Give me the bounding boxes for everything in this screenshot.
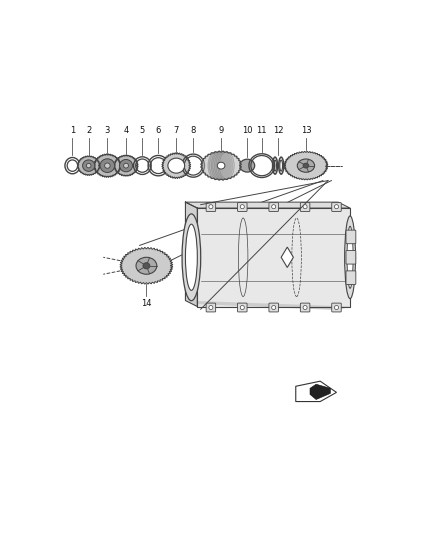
Ellipse shape bbox=[86, 164, 91, 168]
Text: 9: 9 bbox=[219, 126, 224, 135]
Ellipse shape bbox=[124, 163, 128, 168]
FancyBboxPatch shape bbox=[237, 203, 247, 212]
Ellipse shape bbox=[83, 160, 95, 172]
Ellipse shape bbox=[217, 162, 225, 169]
Circle shape bbox=[209, 305, 213, 310]
Circle shape bbox=[303, 205, 307, 209]
Polygon shape bbox=[114, 155, 138, 176]
Circle shape bbox=[272, 205, 276, 209]
Polygon shape bbox=[162, 153, 191, 179]
FancyBboxPatch shape bbox=[300, 303, 310, 312]
FancyBboxPatch shape bbox=[332, 203, 341, 212]
Ellipse shape bbox=[209, 152, 224, 179]
Polygon shape bbox=[78, 156, 100, 175]
Ellipse shape bbox=[219, 152, 234, 179]
Ellipse shape bbox=[213, 152, 228, 179]
Polygon shape bbox=[120, 247, 173, 284]
Text: 2: 2 bbox=[86, 126, 91, 135]
Ellipse shape bbox=[218, 152, 233, 179]
FancyBboxPatch shape bbox=[300, 203, 310, 212]
Text: 11: 11 bbox=[257, 126, 267, 135]
FancyBboxPatch shape bbox=[269, 303, 279, 312]
Ellipse shape bbox=[347, 227, 353, 288]
Text: 5: 5 bbox=[140, 126, 145, 135]
FancyBboxPatch shape bbox=[206, 303, 215, 312]
Circle shape bbox=[240, 205, 244, 209]
Text: 7: 7 bbox=[173, 126, 179, 135]
Text: 6: 6 bbox=[155, 126, 161, 135]
Polygon shape bbox=[296, 381, 336, 401]
Circle shape bbox=[303, 305, 307, 310]
Polygon shape bbox=[197, 208, 350, 306]
Ellipse shape bbox=[211, 152, 226, 179]
Ellipse shape bbox=[303, 163, 309, 168]
Ellipse shape bbox=[345, 216, 356, 298]
Polygon shape bbox=[284, 151, 328, 180]
Ellipse shape bbox=[168, 158, 185, 173]
Circle shape bbox=[209, 205, 213, 209]
FancyBboxPatch shape bbox=[206, 203, 215, 212]
Ellipse shape bbox=[100, 159, 115, 173]
Text: 12: 12 bbox=[273, 126, 283, 135]
Ellipse shape bbox=[216, 152, 231, 179]
Ellipse shape bbox=[143, 263, 150, 269]
FancyBboxPatch shape bbox=[346, 271, 356, 285]
Ellipse shape bbox=[120, 159, 133, 172]
Polygon shape bbox=[201, 151, 241, 180]
Circle shape bbox=[240, 305, 244, 310]
Ellipse shape bbox=[182, 214, 201, 301]
Polygon shape bbox=[185, 202, 197, 306]
Text: 13: 13 bbox=[300, 126, 311, 135]
Polygon shape bbox=[94, 154, 121, 177]
Text: 14: 14 bbox=[141, 299, 152, 308]
FancyBboxPatch shape bbox=[346, 230, 356, 244]
Circle shape bbox=[272, 305, 276, 310]
Ellipse shape bbox=[185, 224, 197, 290]
Ellipse shape bbox=[136, 257, 157, 274]
FancyBboxPatch shape bbox=[346, 251, 356, 264]
Ellipse shape bbox=[240, 159, 254, 172]
Ellipse shape bbox=[215, 152, 230, 179]
FancyBboxPatch shape bbox=[269, 203, 279, 212]
Ellipse shape bbox=[297, 159, 314, 172]
Polygon shape bbox=[185, 202, 350, 208]
Polygon shape bbox=[310, 384, 330, 400]
Circle shape bbox=[335, 305, 339, 310]
Polygon shape bbox=[281, 247, 293, 268]
Ellipse shape bbox=[208, 152, 223, 179]
Text: 4: 4 bbox=[124, 126, 129, 135]
Text: 8: 8 bbox=[191, 126, 196, 135]
FancyBboxPatch shape bbox=[332, 303, 341, 312]
FancyBboxPatch shape bbox=[237, 303, 247, 312]
Text: 3: 3 bbox=[105, 126, 110, 135]
Ellipse shape bbox=[105, 163, 110, 168]
Polygon shape bbox=[185, 301, 350, 310]
Text: 10: 10 bbox=[242, 126, 252, 135]
Circle shape bbox=[335, 205, 339, 209]
Text: 1: 1 bbox=[70, 126, 75, 135]
